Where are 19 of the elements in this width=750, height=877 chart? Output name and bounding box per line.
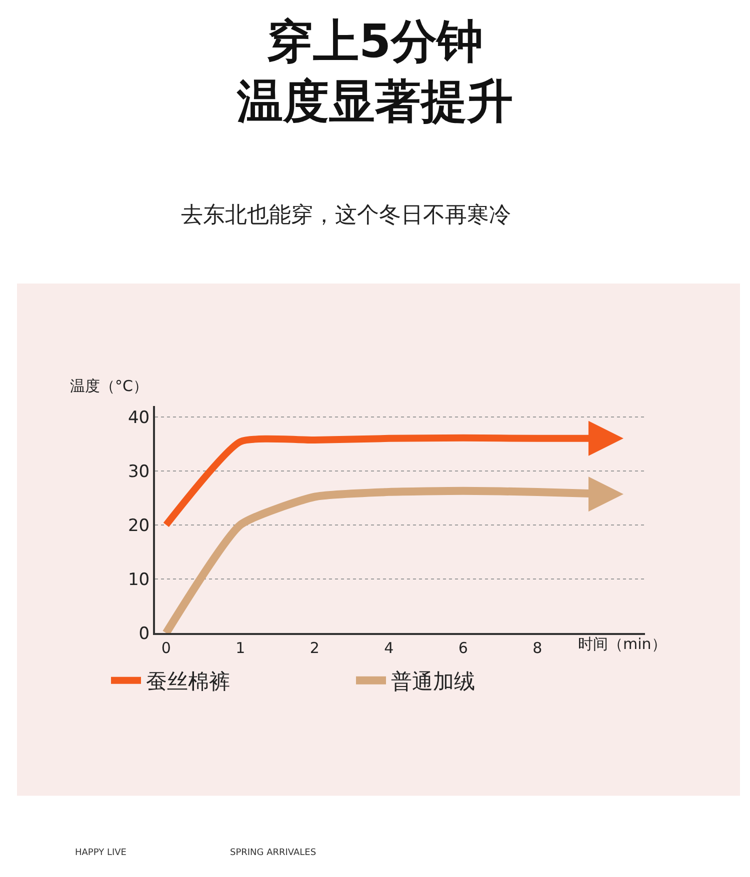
text: SPRING ARRIVALES	[230, 848, 316, 858]
y-tick-label: 10	[128, 570, 150, 590]
x-axis-title: 时间（min）	[578, 635, 666, 653]
text: HAPPY LIVE	[75, 848, 127, 858]
chart-title: 穿上5分钟温度显著提升	[236, 14, 513, 128]
y-tick-label: 30	[128, 462, 150, 482]
x-tick-label: 2	[310, 639, 320, 657]
y-tick-label: 0	[138, 624, 150, 644]
x-tick-label: 0	[161, 639, 171, 657]
x-tick-label: 8	[532, 639, 542, 657]
chart-subtitle: 去东北也能穿，这个冬日不再寒冷	[181, 203, 511, 228]
legend-label: 普通加绒	[391, 670, 475, 694]
y-tick-label: 20	[128, 516, 150, 536]
y-tick-label: 40	[128, 408, 150, 428]
y-axis-title: 温度（°C）	[70, 377, 148, 395]
x-tick-label: 1	[236, 639, 246, 657]
legend-label: 蚕丝棉裤	[146, 670, 230, 694]
x-tick-label: 4	[384, 639, 394, 657]
x-tick-label: 6	[458, 639, 468, 657]
